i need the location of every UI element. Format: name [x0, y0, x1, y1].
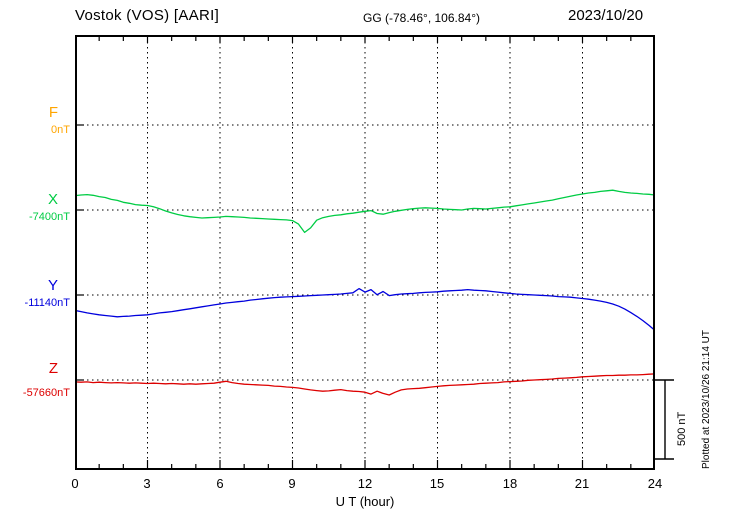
plot-svg: [74, 35, 656, 470]
component-baseline-z: -57660nT: [22, 387, 70, 399]
component-label-f: F: [48, 104, 58, 121]
scale-bar-label: 500 nT: [676, 411, 688, 446]
plot-date: 2023/10/20: [568, 7, 644, 24]
xtick-9: 9: [288, 476, 296, 491]
xtick-6: 6: [216, 476, 224, 491]
component-label-y: Y: [47, 277, 58, 294]
xtick-0: 0: [71, 476, 79, 491]
xtick-18: 18: [502, 476, 518, 491]
xtick-24: 24: [647, 476, 663, 491]
component-baseline-x: -7400nT: [29, 211, 70, 223]
component-label-z: Z: [48, 360, 58, 377]
plot-area: [74, 35, 656, 470]
geographic-coordinates: GG (-78.46°, 106.84°): [363, 11, 480, 25]
plotted-at-note: Plotted at 2023/10/26 21:14 UT: [701, 330, 712, 469]
xtick-3: 3: [143, 476, 151, 491]
component-label-x: X: [47, 191, 58, 208]
station-title: Vostok (VOS) [AARI]: [75, 7, 220, 24]
xtick-21: 21: [574, 476, 590, 491]
xtick-15: 15: [429, 476, 445, 491]
scale-bracket: [655, 379, 674, 460]
xtick-12: 12: [357, 476, 373, 491]
component-baseline-y: -11140nT: [24, 297, 70, 309]
x-axis-label: U T (hour): [335, 494, 395, 509]
component-baseline-f: 0nT: [51, 124, 70, 136]
